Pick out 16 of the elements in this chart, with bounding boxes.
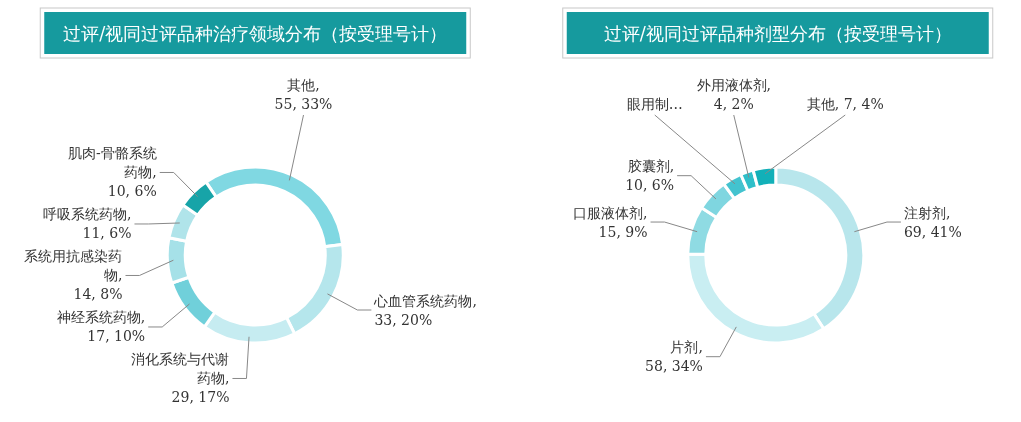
- chart-title: 过评/视同过评品种治疗领域分布（按受理号计）: [63, 23, 448, 44]
- slice-label: 胶囊剂, 10, 6%: [625, 158, 675, 194]
- slice-label: 呼吸系统药物, 11, 6%: [43, 206, 132, 242]
- slice-label: 注射剂, 69, 41%: [903, 204, 962, 240]
- slice-label: 片剂, 58, 34%: [645, 339, 703, 375]
- slice-label: 消化系统与代谢药物, 29, 17%: [131, 351, 230, 406]
- slice-label: 口服液体剂, 15, 9%: [573, 204, 648, 240]
- slice-label: 心血管系统药物, 33, 20%: [373, 292, 477, 328]
- slice-label: 眼用制…: [626, 96, 683, 112]
- slice-label: 其他, 7, 4%: [806, 96, 884, 112]
- slice-label: 神经系统药物, 17, 10%: [56, 309, 146, 345]
- slice-label: 系统用抗感染药物, 14, 8%: [24, 248, 123, 303]
- slice-label: 其他, 55, 33%: [274, 77, 333, 112]
- slice-label: 外用液体剂, 4, 2%: [696, 77, 771, 112]
- chart-title: 过评/视同过评品种剂型分布（按受理号计）: [603, 23, 952, 44]
- slice-label: 肌肉-骨骼系统药物, 10, 6%: [67, 145, 157, 200]
